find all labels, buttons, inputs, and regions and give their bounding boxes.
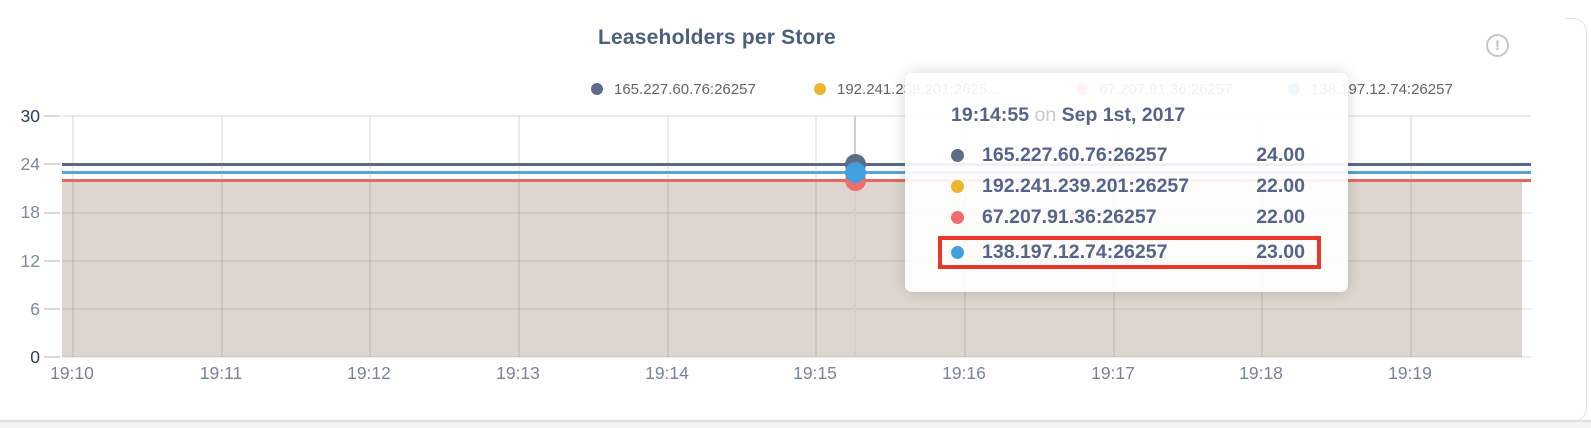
y-axis-label: 30 <box>20 106 40 126</box>
tooltip-row: 67.207.91.36:26257 <box>951 206 1311 230</box>
x-axis-label: 19:19 <box>1388 363 1432 383</box>
series-line-red <box>62 178 1531 182</box>
axis-tick <box>44 260 60 262</box>
tooltip-series-name: 67.207.91.36:26257 <box>982 206 1157 228</box>
gridline <box>62 356 1531 358</box>
axis-tick <box>44 356 60 358</box>
y-axis-label: 12 <box>20 251 40 271</box>
x-axis-label: 19:17 <box>1091 363 1135 383</box>
x-axis-label: 19:11 <box>199 363 243 383</box>
axis-tick <box>44 308 60 310</box>
gridline <box>815 116 817 357</box>
gridline <box>221 116 223 357</box>
tooltip-row: 165.227.60.76:26257 <box>951 144 1311 168</box>
tooltip-date: Sep 1st, 2017 <box>1061 104 1186 126</box>
card-border <box>1566 18 1587 422</box>
tooltip-series-value: 24.00 <box>1256 144 1305 166</box>
page-background <box>0 421 1591 428</box>
tooltip-series-value: 22.00 <box>1256 175 1305 197</box>
gridline <box>62 260 1531 262</box>
highlight-annotation-box <box>938 236 1321 269</box>
plot-area[interactable]: 30 24 18 12 6 0 19:10 19:11 19:12 19:13 … <box>0 100 1591 383</box>
tooltip-series-value: 23.00 <box>1256 241 1305 263</box>
tooltip-row: 138.197.12.74:26257 <box>951 241 1311 265</box>
tooltip-series-name: 138.197.12.74:26257 <box>982 241 1168 263</box>
x-axis-label: 19:16 <box>942 363 986 383</box>
legend-item[interactable]: 165.227.60.76:26257 <box>591 80 756 98</box>
tooltip-timestamp: 19:14:55 on Sep 1st, 2017 <box>951 104 1185 127</box>
hover-guideline <box>854 116 856 357</box>
axis-tick <box>44 115 60 117</box>
legend-dot-icon <box>591 83 603 95</box>
tooltip-series-value: 22.00 <box>1256 206 1305 228</box>
card-divider <box>0 420 1591 422</box>
y-axis-label: 18 <box>20 202 40 222</box>
legend-label: 165.227.60.76:26257 <box>614 80 756 98</box>
hover-point-icon <box>845 162 866 183</box>
y-axis-label: 6 <box>30 299 40 319</box>
x-axis-label: 19:14 <box>645 363 689 383</box>
series-line-dark <box>62 162 1531 166</box>
tooltip-on-word: on <box>1034 104 1057 126</box>
series-line-blue <box>62 170 1531 174</box>
tooltip-series-name: 192.241.239.201:26257 <box>982 175 1190 197</box>
y-axis-label: 0 <box>30 347 40 367</box>
axis-tick <box>44 212 60 214</box>
gridline <box>62 308 1531 310</box>
series-dot-icon <box>951 149 964 162</box>
x-axis-label: 19:18 <box>1239 363 1283 383</box>
tooltip-row: 192.241.239.201:26257 <box>951 175 1311 199</box>
legend-dot-icon <box>814 83 826 95</box>
x-axis-label: 19:12 <box>347 363 391 383</box>
gridline <box>518 116 520 357</box>
gridline <box>1410 116 1412 357</box>
gridline <box>667 116 669 357</box>
x-axis-label: 19:15 <box>793 363 837 383</box>
gridline <box>62 212 1531 214</box>
series-dot-icon <box>951 211 964 224</box>
y-axis-label: 24 <box>20 154 40 174</box>
gridline <box>72 116 74 357</box>
x-axis-label: 19:10 <box>50 363 94 383</box>
gridline <box>369 116 371 357</box>
chart-title: Leaseholders per Store <box>598 26 836 49</box>
series-dot-icon <box>951 246 964 259</box>
axis-tick <box>44 163 60 165</box>
hover-tooltip: 19:14:55 on Sep 1st, 2017 165.227.60.76:… <box>905 73 1348 292</box>
gridline <box>62 115 1531 117</box>
info-icon[interactable]: ! <box>1486 34 1509 57</box>
tooltip-series-name: 165.227.60.76:26257 <box>982 144 1168 166</box>
series-dot-icon <box>951 180 964 193</box>
x-axis-label: 19:13 <box>496 363 540 383</box>
tooltip-time: 19:14:55 <box>951 104 1030 126</box>
